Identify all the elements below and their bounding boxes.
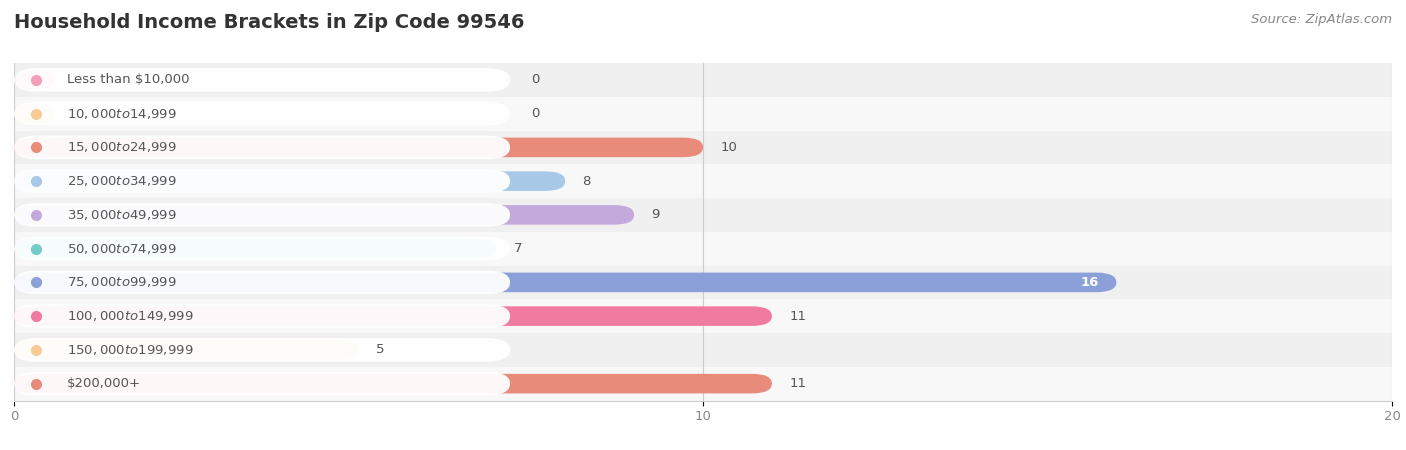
Text: 11: 11 bbox=[789, 377, 806, 390]
FancyBboxPatch shape bbox=[14, 333, 1392, 367]
FancyBboxPatch shape bbox=[14, 70, 53, 90]
Text: Source: ZipAtlas.com: Source: ZipAtlas.com bbox=[1251, 14, 1392, 27]
Text: 0: 0 bbox=[531, 107, 538, 120]
FancyBboxPatch shape bbox=[14, 63, 1392, 97]
Text: 16: 16 bbox=[1081, 276, 1099, 289]
FancyBboxPatch shape bbox=[14, 273, 1116, 292]
FancyBboxPatch shape bbox=[14, 135, 510, 159]
FancyBboxPatch shape bbox=[14, 97, 1392, 130]
FancyBboxPatch shape bbox=[14, 299, 1392, 333]
Text: 11: 11 bbox=[789, 310, 806, 323]
FancyBboxPatch shape bbox=[14, 171, 565, 191]
Text: $15,000 to $24,999: $15,000 to $24,999 bbox=[66, 140, 176, 154]
FancyBboxPatch shape bbox=[14, 104, 53, 123]
Text: 10: 10 bbox=[720, 141, 737, 154]
FancyBboxPatch shape bbox=[14, 138, 703, 157]
Text: $35,000 to $49,999: $35,000 to $49,999 bbox=[66, 208, 176, 222]
FancyBboxPatch shape bbox=[14, 232, 1392, 266]
FancyBboxPatch shape bbox=[14, 374, 772, 393]
FancyBboxPatch shape bbox=[14, 266, 1392, 299]
FancyBboxPatch shape bbox=[14, 304, 510, 328]
Text: $100,000 to $149,999: $100,000 to $149,999 bbox=[66, 309, 193, 323]
Text: Household Income Brackets in Zip Code 99546: Household Income Brackets in Zip Code 99… bbox=[14, 14, 524, 32]
FancyBboxPatch shape bbox=[14, 372, 510, 396]
Text: $150,000 to $199,999: $150,000 to $199,999 bbox=[66, 343, 193, 357]
Text: $50,000 to $74,999: $50,000 to $74,999 bbox=[66, 242, 176, 256]
FancyBboxPatch shape bbox=[14, 205, 634, 225]
Text: $25,000 to $34,999: $25,000 to $34,999 bbox=[66, 174, 176, 188]
FancyBboxPatch shape bbox=[14, 270, 510, 294]
FancyBboxPatch shape bbox=[14, 198, 1392, 232]
FancyBboxPatch shape bbox=[14, 239, 496, 258]
Text: $75,000 to $99,999: $75,000 to $99,999 bbox=[66, 275, 176, 289]
Text: Less than $10,000: Less than $10,000 bbox=[66, 73, 190, 86]
FancyBboxPatch shape bbox=[14, 203, 510, 227]
FancyBboxPatch shape bbox=[14, 164, 1392, 198]
Text: 8: 8 bbox=[582, 175, 591, 188]
Text: 9: 9 bbox=[651, 208, 659, 221]
Text: $10,000 to $14,999: $10,000 to $14,999 bbox=[66, 107, 176, 121]
FancyBboxPatch shape bbox=[14, 306, 772, 326]
Text: 7: 7 bbox=[513, 242, 522, 255]
Text: $200,000+: $200,000+ bbox=[66, 377, 141, 390]
FancyBboxPatch shape bbox=[14, 237, 510, 261]
Text: 0: 0 bbox=[531, 73, 538, 86]
FancyBboxPatch shape bbox=[14, 169, 510, 193]
FancyBboxPatch shape bbox=[14, 130, 1392, 164]
FancyBboxPatch shape bbox=[14, 367, 1392, 400]
FancyBboxPatch shape bbox=[14, 340, 359, 360]
Text: 5: 5 bbox=[375, 343, 384, 356]
FancyBboxPatch shape bbox=[14, 68, 510, 92]
FancyBboxPatch shape bbox=[14, 338, 510, 362]
FancyBboxPatch shape bbox=[14, 102, 510, 126]
